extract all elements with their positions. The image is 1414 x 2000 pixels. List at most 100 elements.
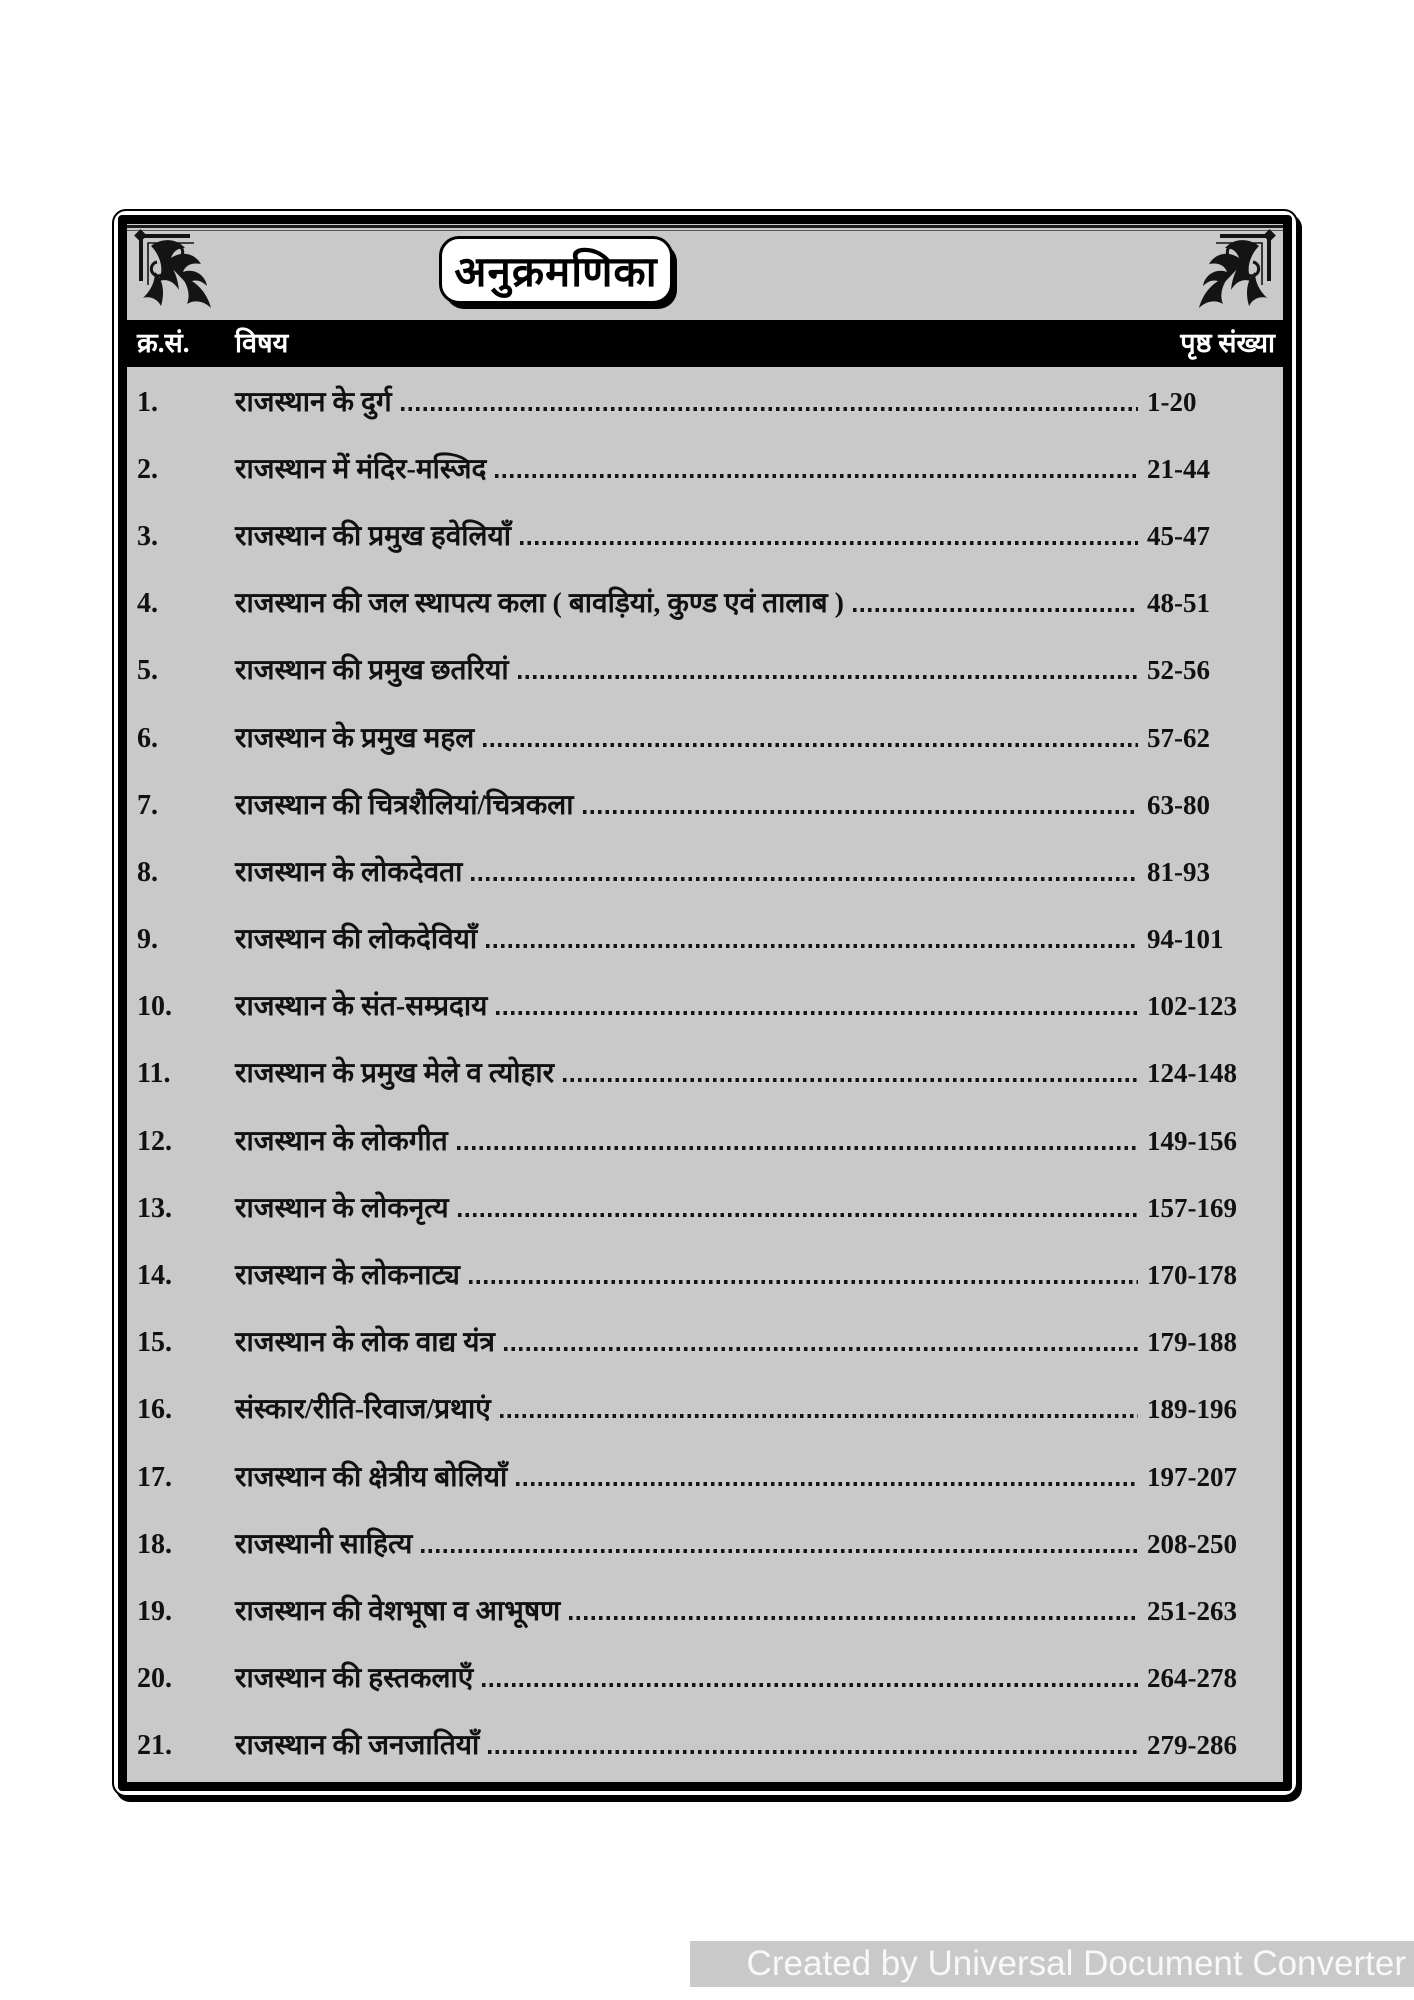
toc-row: 19. राजस्थान की वेशभूषा व आभूषण 251-263	[137, 1591, 1247, 1629]
toc-row-pages: 279-286	[1147, 1730, 1237, 1761]
toc-row-number: 1.	[137, 386, 158, 418]
toc-row-pages: 57-62	[1147, 722, 1210, 753]
toc-row-number: 20.	[137, 1663, 172, 1695]
dot-leader	[482, 1683, 1138, 1688]
toc-row-number: 21.	[137, 1730, 172, 1762]
toc-row: 10. राजस्थान के संत-सम्प्रदाय 102-123	[137, 986, 1247, 1024]
toc-row: 2. राजस्थान में मंदिर-मस्जिद 21-44	[137, 449, 1247, 487]
toc-row-pages: 102-123	[1147, 991, 1237, 1022]
toc-row-number: 18.	[137, 1528, 172, 1560]
dot-leader	[563, 1078, 1138, 1083]
toc-row-pages: 208-250	[1147, 1528, 1237, 1559]
toc-row-number: 10.	[137, 991, 172, 1023]
toc-row-title: राजस्थान की लोकदेवियाँ	[235, 924, 478, 956]
toc-row-number: 17.	[137, 1461, 172, 1493]
dot-leader	[468, 1280, 1138, 1285]
toc-row: 3. राजस्थान की प्रमुख हवेलियाँ 45-47	[137, 516, 1247, 554]
toc-row-pages: 251-263	[1147, 1595, 1237, 1626]
toc-row-pages: 52-56	[1147, 655, 1210, 686]
dot-leader	[456, 1145, 1138, 1150]
dot-leader	[496, 1011, 1138, 1016]
toc-row-title: राजस्थान के लोकदेवता	[235, 856, 463, 888]
toc-row: 15. राजस्थान के लोक वाद्य यंत्र 179-188	[137, 1322, 1247, 1360]
toc-row: 11. राजस्थान के प्रमुख मेले व त्योहार 12…	[137, 1053, 1247, 1091]
toc-row-title: राजस्थान में मंदिर-मस्जिद	[235, 453, 487, 485]
toc-row: 21. राजस्थान की जनजातियाँ 279-286	[137, 1725, 1247, 1763]
toc-row-title: राजस्थान के लोक वाद्य यंत्र	[235, 1327, 495, 1359]
toc-row-number: 12.	[137, 1125, 172, 1157]
dot-leader	[495, 473, 1138, 478]
watermark-bar: Created by Universal Document Converter	[690, 1941, 1414, 1987]
toc-row-pages: 264-278	[1147, 1663, 1237, 1694]
toc-row: 17. राजस्थान की क्षेत्रीय बोलियाँ 197-20…	[137, 1457, 1247, 1495]
dot-leader	[503, 1347, 1138, 1352]
toc-row-title: राजस्थानी साहित्य	[235, 1528, 413, 1560]
dot-leader	[499, 1414, 1138, 1419]
toc-row-number: 11.	[137, 1058, 171, 1090]
toc-row-pages: 48-51	[1147, 588, 1210, 619]
toc-row-title: राजस्थान के लोकनाट्य	[235, 1260, 460, 1292]
toc-row-number: 8.	[137, 856, 158, 888]
toc-row-pages: 81-93	[1147, 856, 1210, 887]
toc-title-box: अनुक्रमणिका	[439, 236, 673, 304]
toc-row-number: 3.	[137, 520, 158, 552]
dot-leader	[471, 876, 1138, 881]
dot-leader	[483, 742, 1138, 747]
toc-rows: 1. राजस्थान के दुर्ग 1-20 2. राजस्थान मे…	[137, 367, 1247, 1778]
toc-row-title: राजस्थान की वेशभूषा व आभूषण	[235, 1595, 561, 1627]
watermark-text: Created by Universal Document Converter	[746, 1944, 1406, 1983]
toc-row-number: 2.	[137, 453, 158, 485]
toc-row-number: 6.	[137, 722, 158, 754]
toc-row-title: राजस्थान के प्रमुख मेले व त्योहार	[235, 1058, 555, 1090]
toc-row-pages: 94-101	[1147, 924, 1224, 955]
toc-row: 16. संस्कार/रीति-रिवाज/प्रथाएं 189-196	[137, 1389, 1247, 1427]
toc-row-pages: 63-80	[1147, 789, 1210, 820]
dot-leader	[457, 1212, 1138, 1217]
floral-corner-ornament-right	[1199, 229, 1276, 308]
toc-row-title: राजस्थान की जल स्थापत्य कला ( बावड़ियां,…	[235, 588, 844, 620]
toc-row-pages: 21-44	[1147, 453, 1210, 484]
header-pages-label: पृष्ठ संख्या	[1180, 328, 1275, 358]
dot-leader	[421, 1548, 1138, 1553]
header-serial-label: क्र.सं.	[137, 328, 190, 358]
toc-row: 6. राजस्थान के प्रमुख महल 57-62	[137, 718, 1247, 756]
page-frame: अनुक्रमणिका क्र.सं. विषय पृष्ठ संख्या 1.…	[112, 209, 1298, 1797]
floral-corner-ornament-left	[134, 229, 211, 308]
toc-row-number: 14.	[137, 1260, 172, 1292]
toc-row: 14. राजस्थान के लोकनाट्य 170-178	[137, 1255, 1247, 1293]
toc-header-bar: क्र.सं. विषय पृष्ठ संख्या	[127, 320, 1283, 367]
toc-row-pages: 179-188	[1147, 1327, 1237, 1358]
toc-row: 8. राजस्थान के लोकदेवता 81-93	[137, 852, 1247, 890]
toc-row-number: 7.	[137, 789, 158, 821]
toc-row: 5. राजस्थान की प्रमुख छतरियां 52-56	[137, 650, 1247, 688]
toc-row-title: राजस्थान की क्षेत्रीय बोलियाँ	[235, 1461, 508, 1493]
toc-row-pages: 170-178	[1147, 1260, 1237, 1291]
toc-row-number: 15.	[137, 1327, 172, 1359]
dot-leader	[516, 1481, 1138, 1486]
toc-row-pages: 189-196	[1147, 1394, 1237, 1425]
header-subject-label: विषय	[235, 328, 289, 358]
toc-row-title: संस्कार/रीति-रिवाज/प्रथाएं	[235, 1394, 491, 1426]
toc-row-title: राजस्थान की जनजातियाँ	[235, 1730, 480, 1762]
toc-row-title: राजस्थान की प्रमुख हवेलियाँ	[235, 520, 511, 552]
dot-leader	[520, 540, 1138, 545]
toc-row-title: राजस्थान के लोकनृत्य	[235, 1192, 449, 1224]
frame-inner: अनुक्रमणिका क्र.सं. विषय पृष्ठ संख्या 1.…	[118, 215, 1292, 1791]
toc-row-number: 13.	[137, 1192, 172, 1224]
inner-top-rule	[127, 225, 1283, 231]
toc-row: 12. राजस्थान के लोकगीत 149-156	[137, 1121, 1247, 1159]
toc-row-title: राजस्थान की प्रमुख छतरियां	[235, 655, 509, 687]
toc-row: 7. राजस्थान की चित्रशैलियां/चित्रकला 63-…	[137, 785, 1247, 823]
toc-row-number: 19.	[137, 1595, 172, 1627]
toc-row-pages: 157-169	[1147, 1192, 1237, 1223]
toc-row: 13. राजस्थान के लोकनृत्य 157-169	[137, 1188, 1247, 1226]
toc-row-number: 4.	[137, 588, 158, 620]
dot-leader	[488, 1750, 1138, 1755]
toc-row: 20. राजस्थान की हस्तकलाएँ 264-278	[137, 1658, 1247, 1696]
toc-row-number: 9.	[137, 924, 158, 956]
toc-row-title: राजस्थान के दुर्ग	[235, 386, 392, 418]
toc-row-title: राजस्थान की हस्तकलाएँ	[235, 1663, 474, 1695]
toc-row: 9. राजस्थान की लोकदेवियाँ 94-101	[137, 919, 1247, 957]
toc-row-number: 16.	[137, 1394, 172, 1426]
